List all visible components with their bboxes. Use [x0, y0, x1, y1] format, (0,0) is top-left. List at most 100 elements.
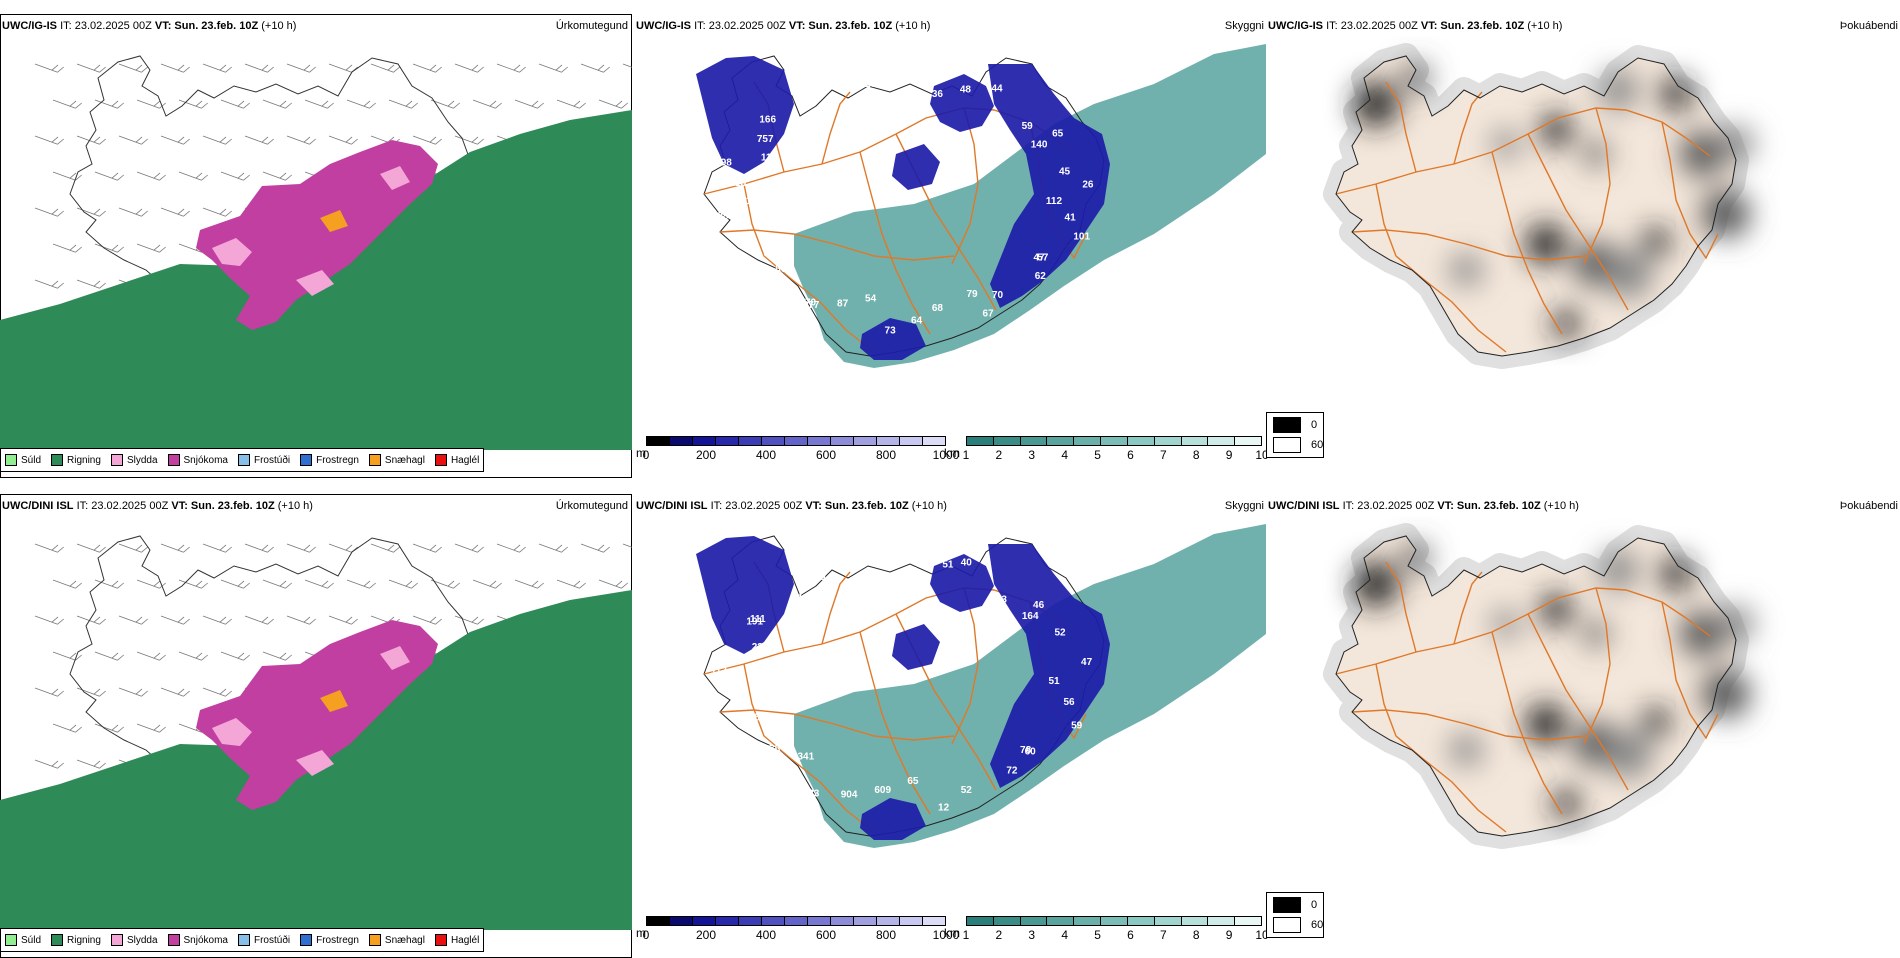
- colorbar-tick: 8: [1192, 928, 1200, 942]
- legend-label: Frostregn: [316, 934, 359, 946]
- fog-patch: [1450, 734, 1482, 766]
- wind-barb-icon: [202, 207, 232, 217]
- wind-barb-icon: [178, 651, 208, 661]
- fog-panel-1: UWC/IG-IS IT: 23.02.2025 00Z VT: Sun. 23…: [1266, 14, 1898, 478]
- colorbar-segment: [967, 437, 994, 445]
- cloud-base-label: 112: [1046, 196, 1063, 207]
- wind-barb-icon: [244, 63, 274, 73]
- legend-label: Rigning: [67, 934, 101, 946]
- fog-patch: [1552, 310, 1580, 338]
- road-line: [1661, 601, 1719, 740]
- road-line: [1335, 587, 1711, 675]
- legend-swatch: [5, 454, 17, 466]
- cloud-base-label: 68: [932, 303, 944, 314]
- wind-barb-icon: [34, 63, 64, 73]
- colorbar-segment: [1074, 437, 1102, 445]
- fog-legend: 0 60: [1266, 412, 1324, 458]
- colorbar-tick: 800: [875, 448, 897, 462]
- colorbar-segment: [1208, 917, 1236, 925]
- precip-type-panel-1: UWC/IG-IS IT: 23.02.2025 00Z VT: Sun. 23…: [0, 14, 632, 478]
- wind-barb-icon: [34, 207, 64, 217]
- precip-legend-item: Slydda: [110, 454, 158, 466]
- cloud-base-label: 44: [991, 83, 1003, 94]
- colorbar-segment: [1181, 437, 1209, 445]
- legend-swatch: [167, 454, 180, 466]
- colorbar-segment: [1101, 437, 1128, 445]
- cloud-base-label: 53: [906, 566, 918, 577]
- cloud-base-label: 45: [1059, 167, 1071, 178]
- precip-legend-item: Slydda: [110, 934, 158, 946]
- wind-barb-icon: [160, 63, 190, 73]
- legend-label: Snæhagl: [384, 934, 425, 946]
- fog-panel-2: UWC/DINI ISL IT: 23.02.2025 00Z VT: Sun.…: [1266, 494, 1898, 958]
- wind-barb-icon: [286, 135, 316, 145]
- precip-legend-item: Frostregn: [300, 934, 359, 946]
- legend-label: Slydda: [126, 934, 158, 946]
- hail-area: [320, 690, 348, 712]
- road-line: [1583, 107, 1611, 265]
- wind-barb-icon: [244, 615, 274, 625]
- cloud-base-label: 64: [911, 316, 923, 327]
- fog-legend-bottom: 60: [1311, 919, 1324, 931]
- cloud-base-label: 73: [885, 326, 897, 337]
- colorbar-tick: 0: [642, 928, 650, 942]
- precip-legend-item: Rigning: [51, 454, 101, 466]
- wind-barb-icon: [202, 543, 232, 553]
- panel-title: Skyggni: [1224, 500, 1264, 512]
- cloud-base-label: 757: [757, 134, 774, 145]
- legend-label: Snæhagl: [384, 454, 425, 466]
- road-line: [951, 107, 979, 265]
- colorbar-segment: [1127, 437, 1155, 445]
- wind-barb-icon: [580, 63, 610, 73]
- colorbar-segment: [1101, 917, 1128, 925]
- cloud-base-label: 57: [1037, 252, 1049, 263]
- colorbar-tick: 400: [755, 928, 777, 942]
- fog-patch: [1540, 594, 1572, 626]
- roads: [1335, 81, 1719, 353]
- wind-barb-icon: [286, 543, 316, 553]
- fog-patch: [1492, 130, 1520, 158]
- cloud-base-label: 118: [761, 153, 778, 164]
- precip-legend: Súld Rigning Slydda Snjókoma Frostúði Frostre…: [0, 928, 485, 952]
- colorbar-tick: 1: [962, 928, 970, 942]
- cloud-base-label: 41: [1065, 212, 1077, 223]
- panel-header: UWC/IG-IS IT: 23.02.2025 00Z VT: Sun. 23…: [1268, 20, 1563, 32]
- panel-title: Skyggni: [1224, 20, 1264, 32]
- colorbar-segment: [967, 917, 994, 925]
- cloud-map: 1124110147576270677968647354872777056459…: [696, 44, 1266, 368]
- wind-barb-icon: [598, 99, 628, 109]
- colorbar-segment: [693, 917, 716, 925]
- colorbar-unit: m: [636, 926, 646, 940]
- colorbar-segment: [1074, 917, 1102, 925]
- road-line: [1491, 151, 1563, 335]
- wind-barb-icon: [202, 687, 232, 697]
- wind-barb-icon: [346, 99, 376, 109]
- wind-barb-icon: [76, 687, 106, 697]
- wind-barb-icon: [328, 135, 358, 145]
- colorbar-segment: [877, 917, 900, 925]
- precip-legend-item: Haglél: [434, 454, 479, 466]
- panel-header: UWC/DINI ISL IT: 23.02.2025 00Z VT: Sun.…: [2, 500, 313, 512]
- wind-barb-icon: [370, 63, 400, 73]
- road-line: [743, 183, 875, 353]
- cloud-base-label: 191: [746, 616, 763, 627]
- snow-area: [196, 620, 438, 810]
- fog-patch: [1402, 64, 1430, 92]
- wind-barb-icon: [202, 615, 232, 625]
- wind-barb-icon: [136, 579, 166, 589]
- road-line: [1583, 587, 1611, 745]
- precip-legend-item: Frostúði: [237, 454, 290, 466]
- cloud-base-colorbar: 0 200 400 600 800 1000 m: [636, 916, 959, 946]
- cloud-base-label: 62: [1035, 271, 1047, 282]
- colorbar-tick: 6: [1127, 928, 1134, 942]
- wind-barb-icon: [496, 543, 526, 553]
- cloud-base-label: 59: [1071, 721, 1083, 732]
- cloud-base-labels: 5156596078725212656099045833415759453989…: [711, 553, 1093, 813]
- colorbar-segment: [1154, 437, 1182, 445]
- cloud-base-label: 221: [752, 642, 769, 653]
- road-line: [1453, 91, 1483, 165]
- fog-patch: [1540, 114, 1572, 146]
- wind-barb-icon: [34, 279, 64, 289]
- colorbar-segment: [716, 917, 739, 925]
- colorbar-tick: 4: [1061, 928, 1068, 942]
